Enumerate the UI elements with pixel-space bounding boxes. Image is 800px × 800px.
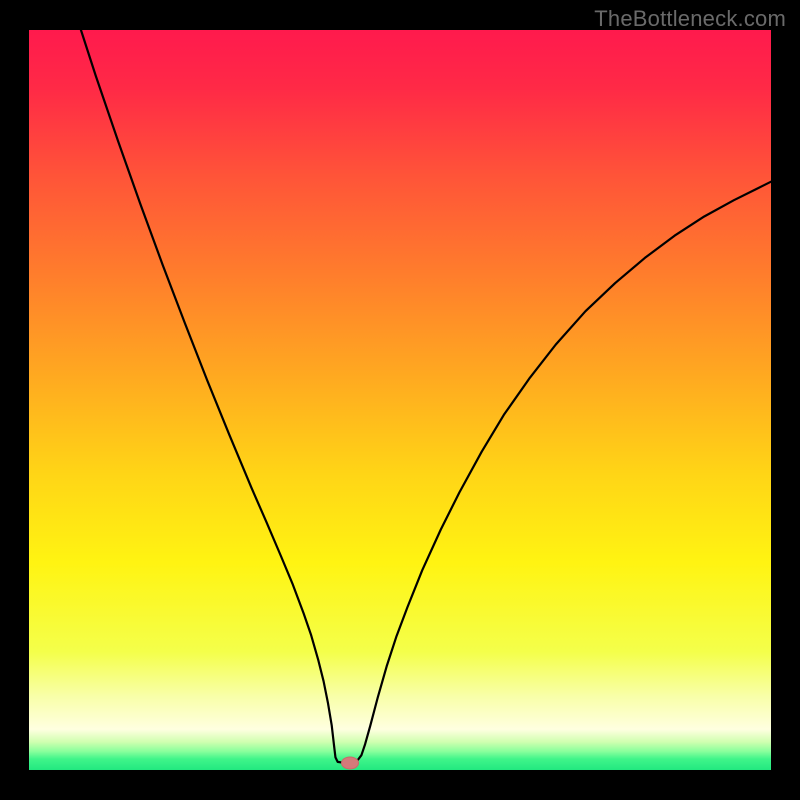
- optimal-point-marker: [341, 756, 359, 769]
- plot-area: [29, 30, 771, 770]
- chart-frame: [29, 30, 771, 770]
- bottleneck-curve: [29, 30, 771, 770]
- watermark-text: TheBottleneck.com: [594, 6, 786, 32]
